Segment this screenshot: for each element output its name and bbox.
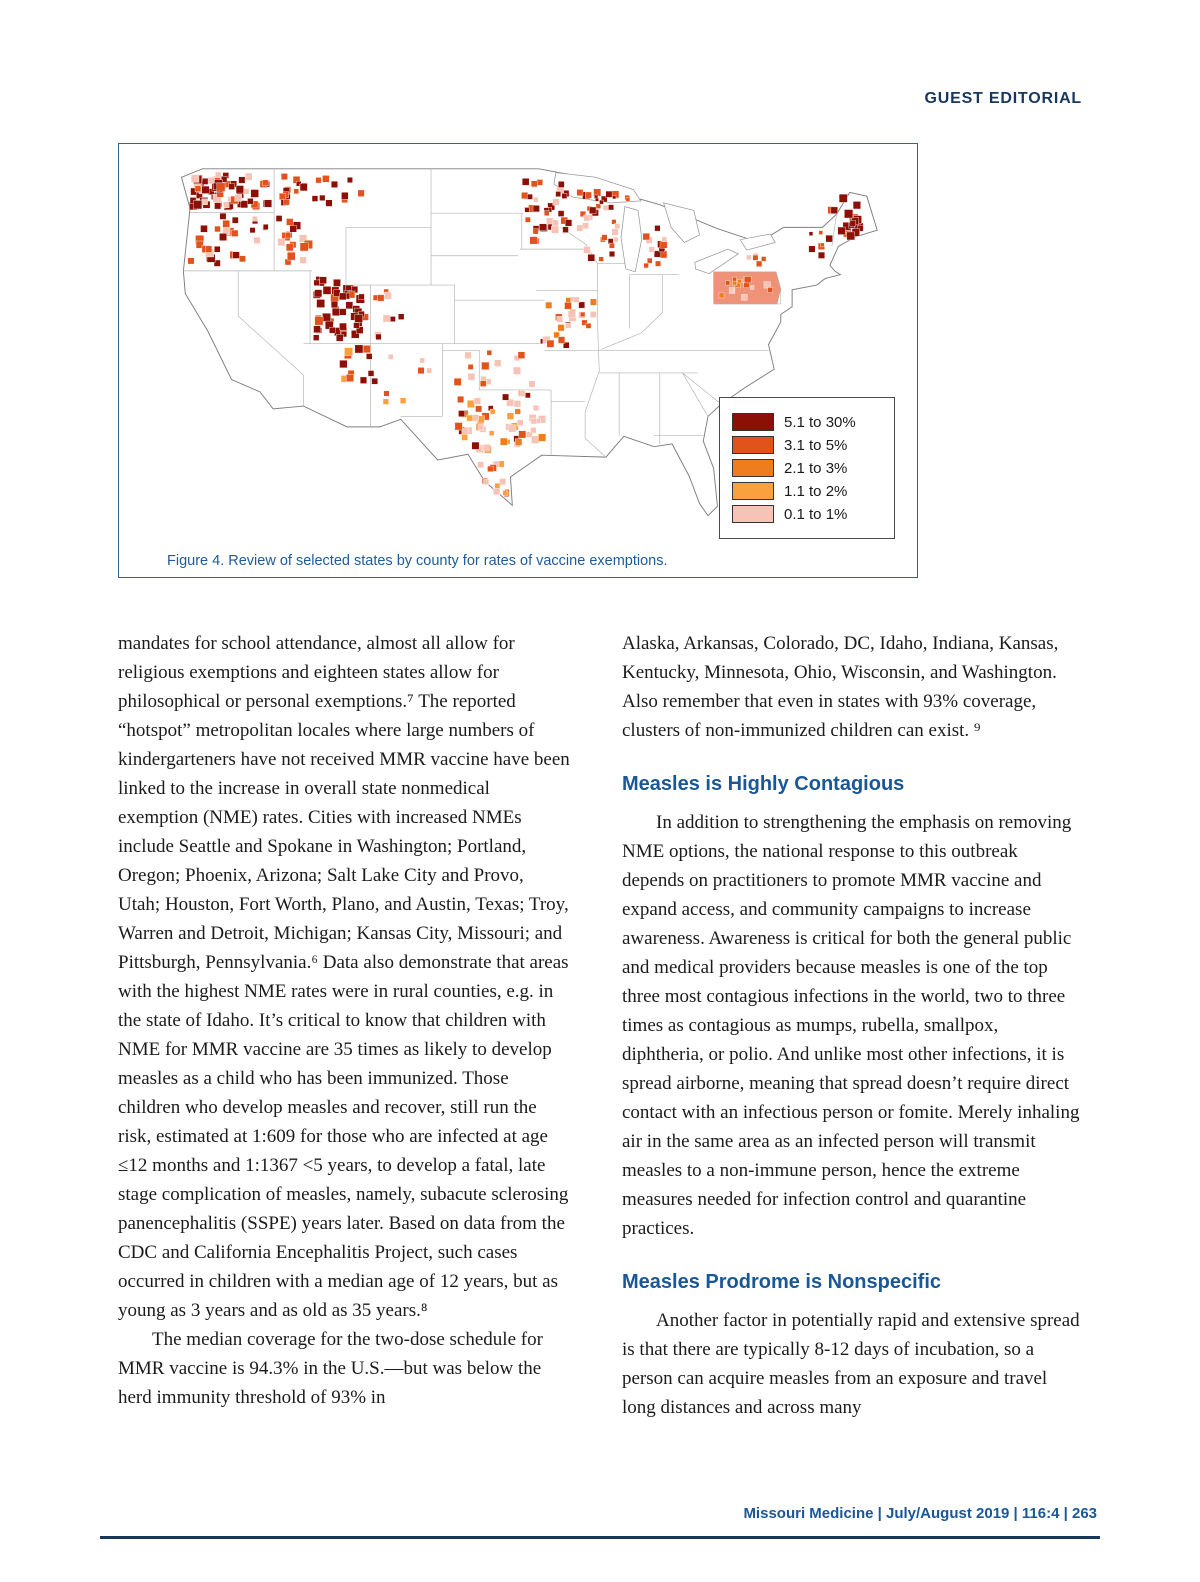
body-paragraph: In addition to strengthening the emphasi… bbox=[622, 812, 1080, 1239]
lake-erie-icon bbox=[694, 248, 740, 275]
footer-rule bbox=[100, 1536, 1100, 1539]
lake-huron-icon bbox=[663, 202, 700, 243]
legend-label: 2.1 to 3% bbox=[784, 459, 848, 477]
body-paragraph: Alaska, Arkansas, Colorado, DC, Idaho, I… bbox=[622, 633, 1059, 741]
legend-label: 0.1 to 1% bbox=[784, 505, 848, 523]
section-heading: Measles is Highly Contagious bbox=[622, 773, 905, 795]
legend-row: 0.1 to 1% bbox=[732, 505, 882, 523]
legend-swatch bbox=[732, 436, 774, 454]
body-paragraph: mandates for school attendance, almost a… bbox=[118, 633, 570, 1321]
legend-label: 1.1 to 2% bbox=[784, 482, 848, 500]
right-column: Alaska, Arkansas, Colorado, DC, Idaho, I… bbox=[622, 629, 1084, 1422]
figure-caption: Figure 4. Review of selected states by c… bbox=[167, 553, 668, 569]
figure-4: 5.1 to 30% 3.1 to 5% 2.1 to 3% 1.1 to 2%… bbox=[118, 143, 918, 578]
map-legend: 5.1 to 30% 3.1 to 5% 2.1 to 3% 1.1 to 2%… bbox=[719, 397, 895, 539]
section-heading: Measles Prodrome is Nonspecific bbox=[622, 1271, 942, 1293]
legend-swatch bbox=[732, 482, 774, 500]
legend-row: 3.1 to 5% bbox=[732, 436, 882, 454]
page-kicker: GUEST EDITORIAL bbox=[924, 90, 1082, 107]
county-squares bbox=[187, 171, 864, 497]
body-paragraph: Another factor in potentially rapid and … bbox=[622, 1310, 1080, 1418]
lake-michigan-icon bbox=[620, 206, 643, 273]
us-outline bbox=[180, 168, 878, 517]
lake-superior-icon bbox=[553, 172, 642, 204]
great-lakes bbox=[553, 172, 776, 275]
us-county-map bbox=[180, 168, 878, 517]
legend-row: 5.1 to 30% bbox=[732, 413, 882, 431]
legend-label: 3.1 to 5% bbox=[784, 436, 848, 454]
legend-label: 5.1 to 30% bbox=[784, 413, 856, 431]
left-column: mandates for school attendance, almost a… bbox=[118, 629, 570, 1412]
legend-swatch bbox=[732, 413, 774, 431]
legend-row: 1.1 to 2% bbox=[732, 482, 882, 500]
legend-swatch bbox=[732, 459, 774, 477]
lake-ontario-icon bbox=[739, 233, 776, 251]
us-map-container bbox=[125, 148, 911, 545]
legend-row: 2.1 to 3% bbox=[732, 459, 882, 477]
body-paragraph: The median coverage for the two-dose sch… bbox=[118, 1329, 543, 1408]
legend-swatch bbox=[732, 505, 774, 523]
state-borders bbox=[183, 168, 837, 458]
page-footer: Missouri Medicine | July/August 2019 | 1… bbox=[743, 1505, 1097, 1522]
